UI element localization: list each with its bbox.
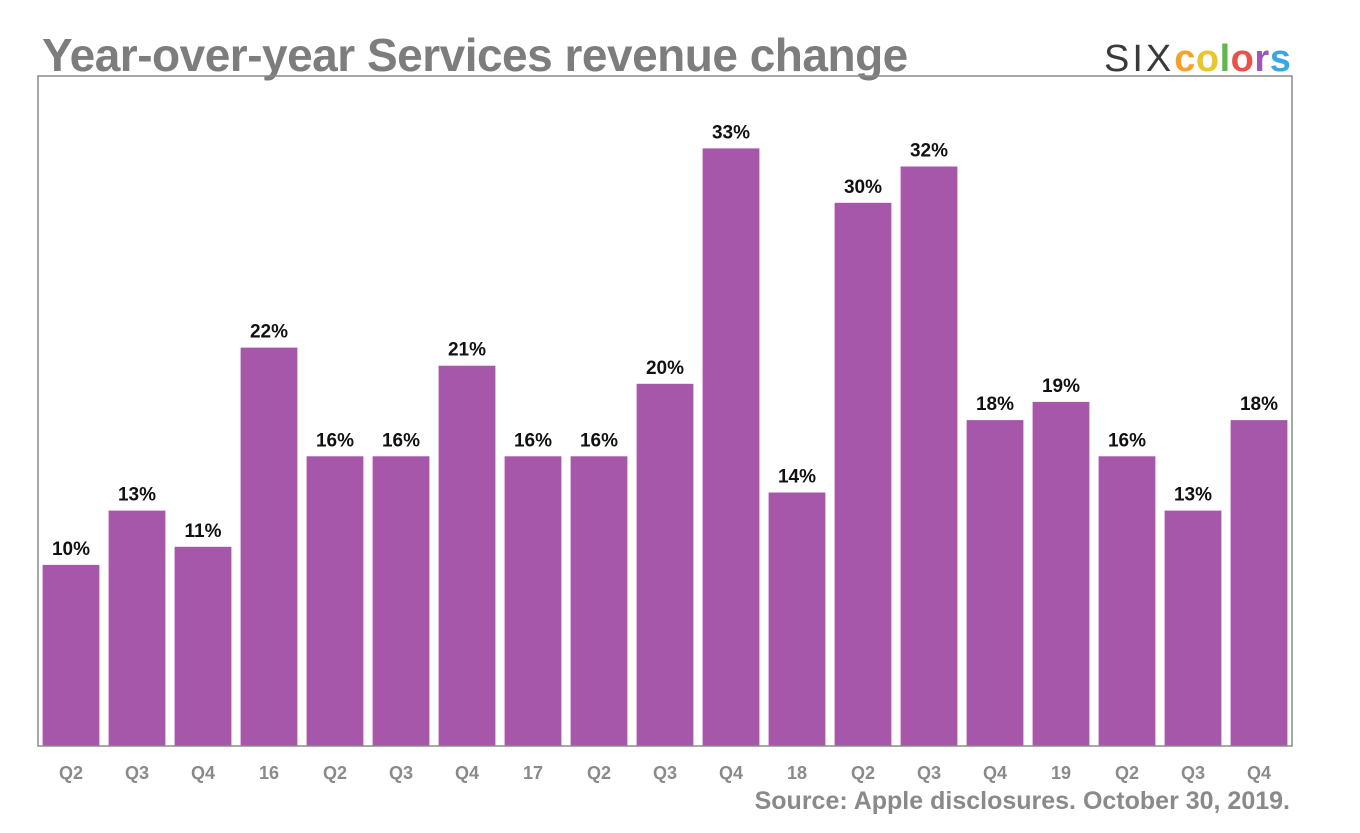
data-label: 16% — [1108, 430, 1146, 451]
x-tick-labels-layer: Q2 Q3 Q4 16 Q2 Q3 Q4 17 Q2 Q3 Q4 18 Q2 Q3 Q4 19 Q2 Q3 Q4 — [59, 763, 1271, 783]
data-label: 21% — [448, 340, 486, 361]
bar — [1164, 510, 1222, 746]
brand-letter: s — [1269, 38, 1292, 80]
bar — [1098, 456, 1156, 746]
data-label: 18% — [1240, 394, 1278, 415]
data-label: 16% — [316, 430, 354, 451]
data-label: 20% — [646, 358, 684, 379]
bar — [372, 456, 430, 746]
x-tick-label: Q2 — [59, 763, 83, 783]
bar — [768, 492, 826, 746]
bar — [306, 456, 364, 746]
x-tick-label: Q4 — [191, 763, 215, 783]
x-tick-label: Q3 — [653, 763, 677, 783]
x-tick-label: 17 — [523, 763, 543, 783]
chart-title: Year-over-year Services revenue change — [42, 29, 908, 81]
bar — [570, 456, 628, 746]
data-label: 16% — [382, 430, 420, 451]
value-labels-layer: 10% 13% 11% 22% 16% 16% 21% 16% 16% 20% 33% 14% 30% 3… — [52, 122, 1278, 560]
bar — [1230, 420, 1288, 746]
data-label: 16% — [580, 430, 618, 451]
bar — [108, 510, 166, 746]
x-tick-label: Q3 — [389, 763, 413, 783]
brand-letter: l — [1219, 38, 1231, 80]
x-tick-label: 16 — [259, 763, 279, 783]
data-label: 19% — [1042, 376, 1080, 397]
data-label: 18% — [976, 394, 1014, 415]
brand-letter: r — [1254, 38, 1270, 80]
bar — [1032, 401, 1090, 746]
bar — [834, 202, 892, 747]
bars-layer — [42, 148, 1288, 747]
x-tick-label: Q2 — [851, 763, 875, 783]
data-label: 16% — [514, 430, 552, 451]
x-tick-label: Q2 — [323, 763, 347, 783]
bar — [966, 420, 1024, 746]
data-label: 13% — [118, 485, 156, 506]
data-label: 22% — [250, 322, 288, 343]
bar — [504, 456, 562, 746]
x-tick-label: Q2 — [587, 763, 611, 783]
data-label: 32% — [910, 141, 948, 162]
x-tick-label: Q3 — [917, 763, 941, 783]
x-tick-label: Q2 — [1115, 763, 1139, 783]
bar — [636, 383, 694, 746]
data-label: 10% — [52, 539, 90, 560]
x-tick-label: Q4 — [1247, 763, 1271, 783]
data-label: 13% — [1174, 485, 1212, 506]
data-label: 14% — [778, 467, 816, 488]
data-label: 33% — [712, 122, 750, 143]
x-tick-label: 19 — [1051, 763, 1071, 783]
bar — [900, 166, 958, 746]
brand-logo-colors: colors — [1174, 38, 1291, 80]
bar — [42, 564, 100, 746]
brand-logo-six: SIX — [1104, 38, 1175, 80]
brand-logo: SIXcolors — [1104, 38, 1291, 81]
bar — [174, 546, 232, 746]
source-note: Source: Apple disclosures. October 30, 2… — [754, 787, 1290, 815]
brand-letter: o — [1230, 38, 1255, 80]
bar — [240, 347, 298, 746]
x-tick-label: Q3 — [125, 763, 149, 783]
x-tick-label: 18 — [787, 763, 807, 783]
brand-letter: o — [1195, 38, 1220, 80]
x-tick-label: Q4 — [455, 763, 479, 783]
plot-frame — [37, 75, 1293, 747]
x-tick-label: Q4 — [719, 763, 743, 783]
brand-letter: c — [1174, 38, 1196, 80]
data-label: 11% — [185, 521, 222, 542]
bar — [438, 365, 496, 746]
bar — [702, 148, 760, 746]
data-label: 30% — [844, 177, 882, 198]
x-tick-label: Q4 — [983, 763, 1007, 783]
x-tick-label: Q3 — [1181, 763, 1205, 783]
